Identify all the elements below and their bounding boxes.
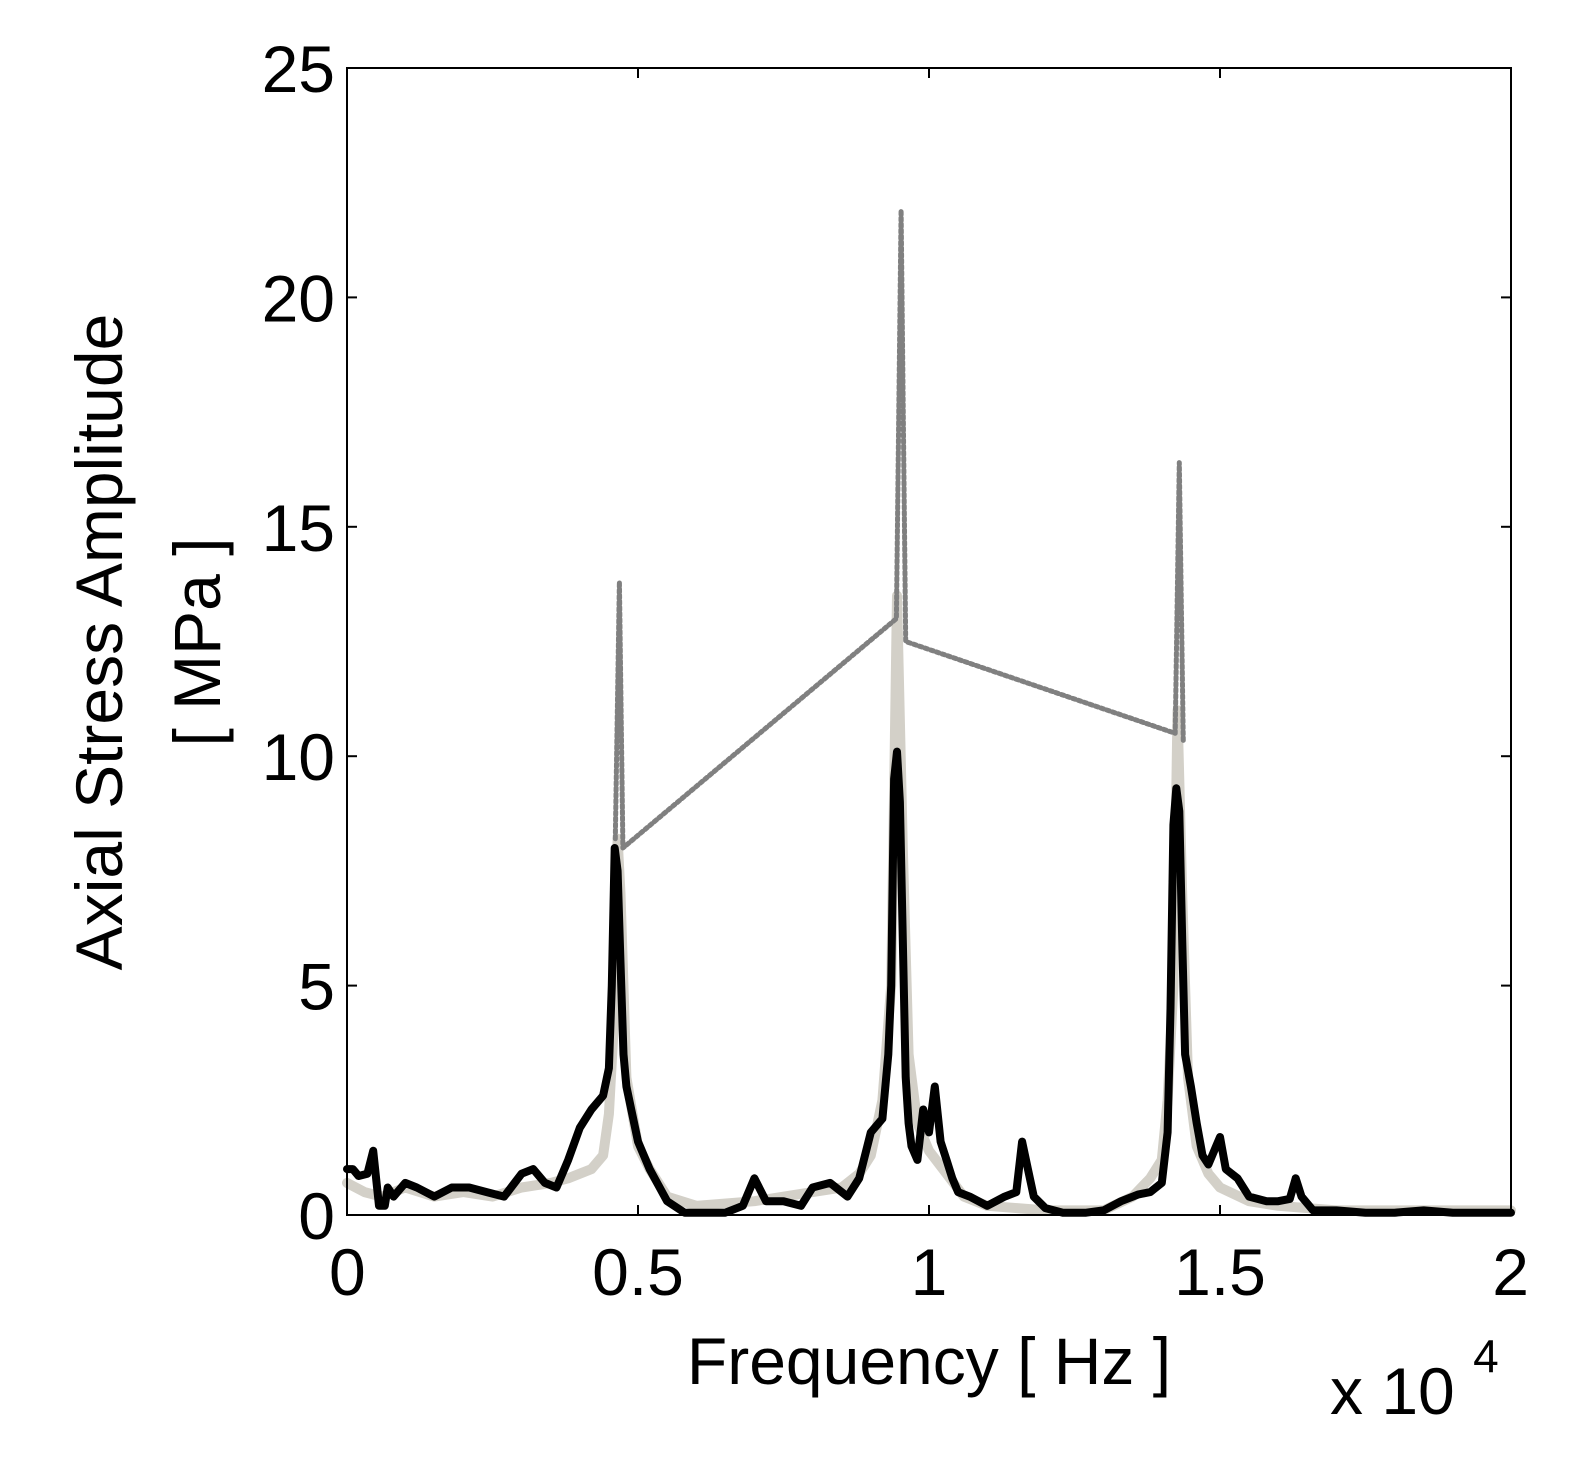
y-tick-label-3: 15 xyxy=(262,491,335,565)
y-axis-label: Axial Stress Amplitude [ MPa ] xyxy=(62,314,234,971)
x-tick-label-0: 0 xyxy=(329,1235,366,1309)
y-axis-label-line-1: Axial Stress Amplitude xyxy=(62,314,136,971)
y-tick-label-5: 25 xyxy=(262,32,335,106)
series-line-3-black-thick xyxy=(343,747,1515,1217)
tick-layer xyxy=(346,67,1512,1216)
y-tick-label-0: 0 xyxy=(298,1179,335,1253)
x-axis-label: Frequency [ Hz ] xyxy=(687,1324,1171,1398)
x-axis-multiplier-base: x 10 xyxy=(1330,1354,1455,1428)
y-tick-label-4: 20 xyxy=(262,261,335,335)
series-line-2-dotted xyxy=(612,207,1186,851)
x-tick-label-2: 1 xyxy=(911,1235,948,1309)
y-tick-label-2: 10 xyxy=(262,720,335,794)
x-tick-label-1: 0.5 xyxy=(592,1235,684,1309)
x-axis-multiplier: x 10 4 xyxy=(1330,1330,1499,1428)
series-layer xyxy=(342,207,1516,1217)
x-axis-multiplier-exponent: 4 xyxy=(1473,1330,1499,1382)
x-tick-label-3: 1.5 xyxy=(1174,1235,1266,1309)
y-tick-label-1: 5 xyxy=(298,950,335,1024)
y-axis-label-line-2: [ MPa ] xyxy=(160,537,234,746)
x-tick-label-4: 2 xyxy=(1492,1235,1529,1309)
